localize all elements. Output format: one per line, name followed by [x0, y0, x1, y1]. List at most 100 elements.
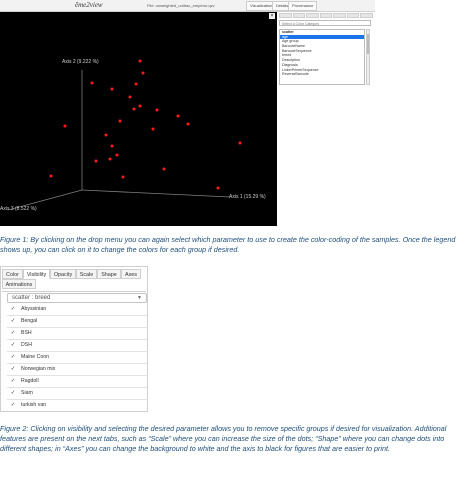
visibility-category-dropdown[interactable]: scatter : breed ▼	[7, 293, 147, 303]
pcoa-3d-scatter[interactable]: Axis 2 (9.222 %) Axis 1 (15.29 %) Axis 3…	[0, 12, 276, 226]
sample-point[interactable]	[49, 174, 53, 178]
group-label: turkish van	[21, 402, 47, 408]
axis-3-line	[7, 189, 83, 211]
checkbox-check-icon[interactable]: ✓	[10, 366, 16, 372]
sample-point[interactable]	[141, 71, 145, 75]
tab-opacity[interactable]: Opacity	[50, 269, 76, 279]
sample-point[interactable]	[186, 122, 190, 126]
visibility-group-list: ✓ Abyssinian ✓ Bengal ✓ BSH ✓ DSH ✓ Maine Coon ✓ No…	[7, 304, 147, 411]
visibility-group-row[interactable]: ✓ Bengal	[7, 316, 147, 328]
figure2-screenshot: Color Visibility Opacity Scale Shape Axe…	[0, 266, 148, 412]
visibility-group-row[interactable]: ✓ Maine Coon	[7, 352, 147, 364]
visibility-group-row[interactable]: ✓ DSH	[7, 340, 147, 352]
side-tab[interactable]	[360, 13, 374, 18]
side-tab[interactable]	[292, 13, 306, 18]
visibility-group-row[interactable]: ✓ Ragdoll	[7, 376, 147, 388]
chevron-down-icon: ▼	[137, 295, 142, 301]
group-label: Norwegian mix	[21, 366, 56, 372]
sample-point[interactable]	[162, 167, 166, 171]
tab-scale[interactable]: Scale	[76, 269, 97, 279]
color-category-item[interactable]: BarcodeSequence	[282, 48, 312, 53]
sample-point[interactable]	[118, 119, 122, 123]
visibility-group-row[interactable]: ✓ Norwegian mix	[7, 364, 147, 376]
sample-point[interactable]	[104, 133, 108, 137]
tab-animations[interactable]: Animations	[2, 279, 36, 289]
group-label: Siam	[21, 390, 33, 396]
visibility-group-row[interactable]: ✓ Abyssinian	[7, 304, 147, 316]
tab-provenance[interactable]: Provenance	[288, 1, 318, 11]
checkbox-check-icon[interactable]: ✓	[10, 342, 16, 348]
dropdown-value: scatter : breed	[12, 295, 51, 301]
sample-point[interactable]	[176, 114, 180, 118]
visibility-group-row[interactable]: ✓ turkish van	[7, 400, 147, 411]
sample-point[interactable]	[134, 82, 138, 86]
group-label: BSH	[21, 330, 32, 336]
group-label: Bengal	[21, 318, 38, 324]
side-panel-tabs[interactable]	[279, 13, 374, 18]
checkbox-check-icon[interactable]: ✓	[10, 330, 16, 336]
axis-2-label: Axis 2 (9.222 %)	[62, 59, 99, 65]
group-label: Ragdoll	[21, 378, 39, 384]
checkbox-check-icon[interactable]: ✓	[10, 378, 16, 384]
color-category-list[interactable]: scatter age Age group BarcodeName BarcodeSeq…	[279, 29, 365, 85]
tab-color[interactable]: Color	[2, 269, 23, 279]
sample-point[interactable]	[128, 95, 132, 99]
sample-point[interactable]	[90, 81, 94, 85]
tab-axes[interactable]: Axes	[121, 269, 141, 279]
sample-point[interactable]	[94, 159, 98, 163]
sample-point[interactable]	[63, 124, 67, 128]
emperor-top-bar: ēme2view File: unweighted_unifrac_empero…	[0, 0, 375, 12]
color-category-item[interactable]: Diagnosis	[282, 62, 298, 67]
side-tab[interactable]	[333, 13, 346, 18]
sample-point[interactable]	[132, 107, 136, 111]
group-label: DSH	[21, 342, 32, 348]
sample-point[interactable]	[110, 144, 114, 148]
sample-points[interactable]	[49, 59, 242, 190]
sample-point[interactable]	[216, 186, 220, 190]
sample-point[interactable]	[108, 157, 112, 161]
sample-point[interactable]	[115, 153, 119, 157]
axis-3-label: Axis 3 (8.522 %)	[0, 206, 37, 212]
side-tab[interactable]	[279, 13, 292, 18]
sample-point[interactable]	[138, 104, 142, 108]
sample-point[interactable]	[238, 141, 242, 145]
figure1-screenshot: ēme2view File: unweighted_unifrac_empero…	[0, 0, 375, 226]
tab-visibility[interactable]: Visibility	[23, 269, 50, 279]
sample-point[interactable]	[155, 108, 159, 112]
sample-point[interactable]	[138, 59, 142, 63]
color-category-item[interactable]: BarcodeName	[282, 44, 305, 49]
file-name: File: unweighted_unifrac_emperor.qzv	[147, 3, 215, 8]
checkbox-check-icon[interactable]: ✓	[10, 318, 16, 324]
tab-shape[interactable]: Shape	[97, 269, 121, 279]
sample-point[interactable]	[151, 127, 155, 131]
figure2-caption: Figure 2: Clicking on visibility and sel…	[0, 424, 447, 453]
list-scrollbar[interactable]	[366, 29, 370, 85]
color-category-item[interactable]: age	[280, 34, 364, 40]
list-scrollbar-thumb[interactable]	[367, 34, 369, 54]
emperor-side-panel: Select a Color Category scatter age Age gr…	[277, 12, 375, 226]
side-tab[interactable]	[319, 13, 333, 18]
sample-point[interactable]	[110, 87, 114, 91]
color-category-item[interactable]: scatter	[282, 30, 294, 34]
side-tab[interactable]	[306, 13, 319, 18]
visibility-group-row[interactable]: ✓ BSH	[7, 328, 147, 340]
checkbox-check-icon[interactable]: ✓	[10, 390, 16, 396]
visibility-group-row[interactable]: ✓ Siam	[7, 388, 147, 400]
group-label: Abyssinian	[21, 306, 47, 312]
color-category-item[interactable]: LinkerPrimerSequence	[282, 67, 319, 72]
axis-1-line	[81, 189, 231, 198]
checkbox-check-icon[interactable]: ✓	[10, 402, 16, 408]
checkbox-check-icon[interactable]: ✓	[10, 354, 16, 360]
color-category-item[interactable]: breed	[282, 53, 292, 58]
close-icon[interactable]: ×	[269, 13, 275, 19]
group-label: Maine Coon	[21, 354, 49, 360]
visibility-panel	[2, 291, 146, 411]
figure1-caption: Figure 1: By clicking on the drop menu y…	[0, 235, 456, 254]
side-tab[interactable]	[346, 13, 360, 18]
sample-point[interactable]	[121, 175, 125, 179]
color-category-dropdown[interactable]: Select a Color Category	[279, 20, 371, 26]
color-category-item[interactable]: ReverseBarcode	[282, 72, 309, 77]
color-category-item[interactable]: Description	[282, 58, 300, 63]
checkbox-check-icon[interactable]: ✓	[10, 306, 16, 312]
color-category-item[interactable]: Age group	[282, 39, 299, 44]
